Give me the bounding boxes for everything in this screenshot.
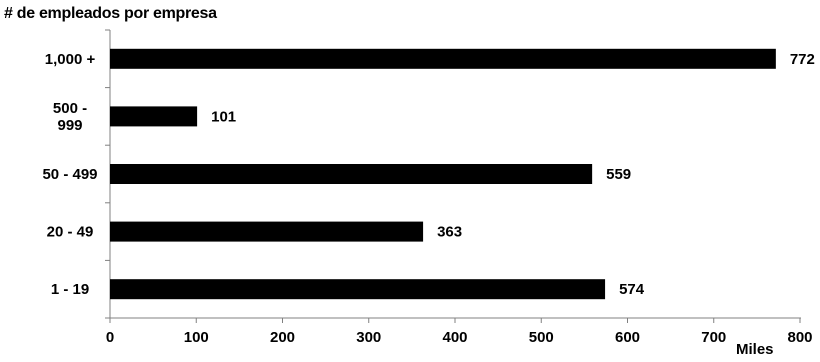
data-label: 101 [211, 108, 236, 125]
category-label: 500 -999 [53, 100, 87, 134]
data-label: 363 [437, 224, 462, 241]
bar [110, 279, 606, 300]
category-label: 50 - 499 [42, 166, 97, 183]
data-label: 772 [790, 51, 815, 68]
x-tick-label: 700 [701, 329, 726, 346]
x-axis-unit-label: Miles [736, 341, 774, 358]
x-tick-label: 800 [787, 329, 812, 346]
x-tick-label: 300 [356, 329, 381, 346]
category-label: 1 - 19 [51, 281, 89, 298]
chart-title: # de empleados por empresa [4, 5, 217, 22]
x-tick-label: 400 [442, 329, 467, 346]
x-tick-label: 0 [106, 329, 114, 346]
bar [110, 221, 424, 242]
x-tick-label: 100 [184, 329, 209, 346]
category-label: 20 - 49 [47, 224, 94, 241]
data-label: 559 [606, 166, 631, 183]
x-tick-label: 200 [270, 329, 295, 346]
bar [110, 164, 593, 184]
bar [110, 106, 198, 127]
x-tick-label: 500 [529, 329, 554, 346]
category-label: 1,000 + [45, 51, 96, 68]
data-label: 574 [619, 281, 645, 298]
x-tick-label: 600 [615, 329, 640, 346]
bar [110, 48, 776, 69]
